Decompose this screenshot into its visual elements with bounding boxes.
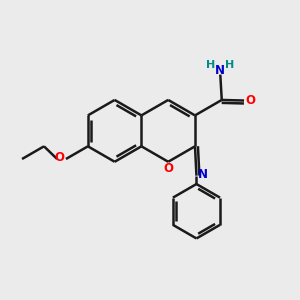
Text: N: N	[215, 64, 225, 77]
Text: H: H	[225, 60, 234, 70]
Text: H: H	[206, 60, 215, 70]
Text: O: O	[245, 94, 256, 107]
Text: O: O	[55, 151, 64, 164]
Text: N: N	[198, 168, 208, 181]
Text: O: O	[163, 162, 173, 175]
